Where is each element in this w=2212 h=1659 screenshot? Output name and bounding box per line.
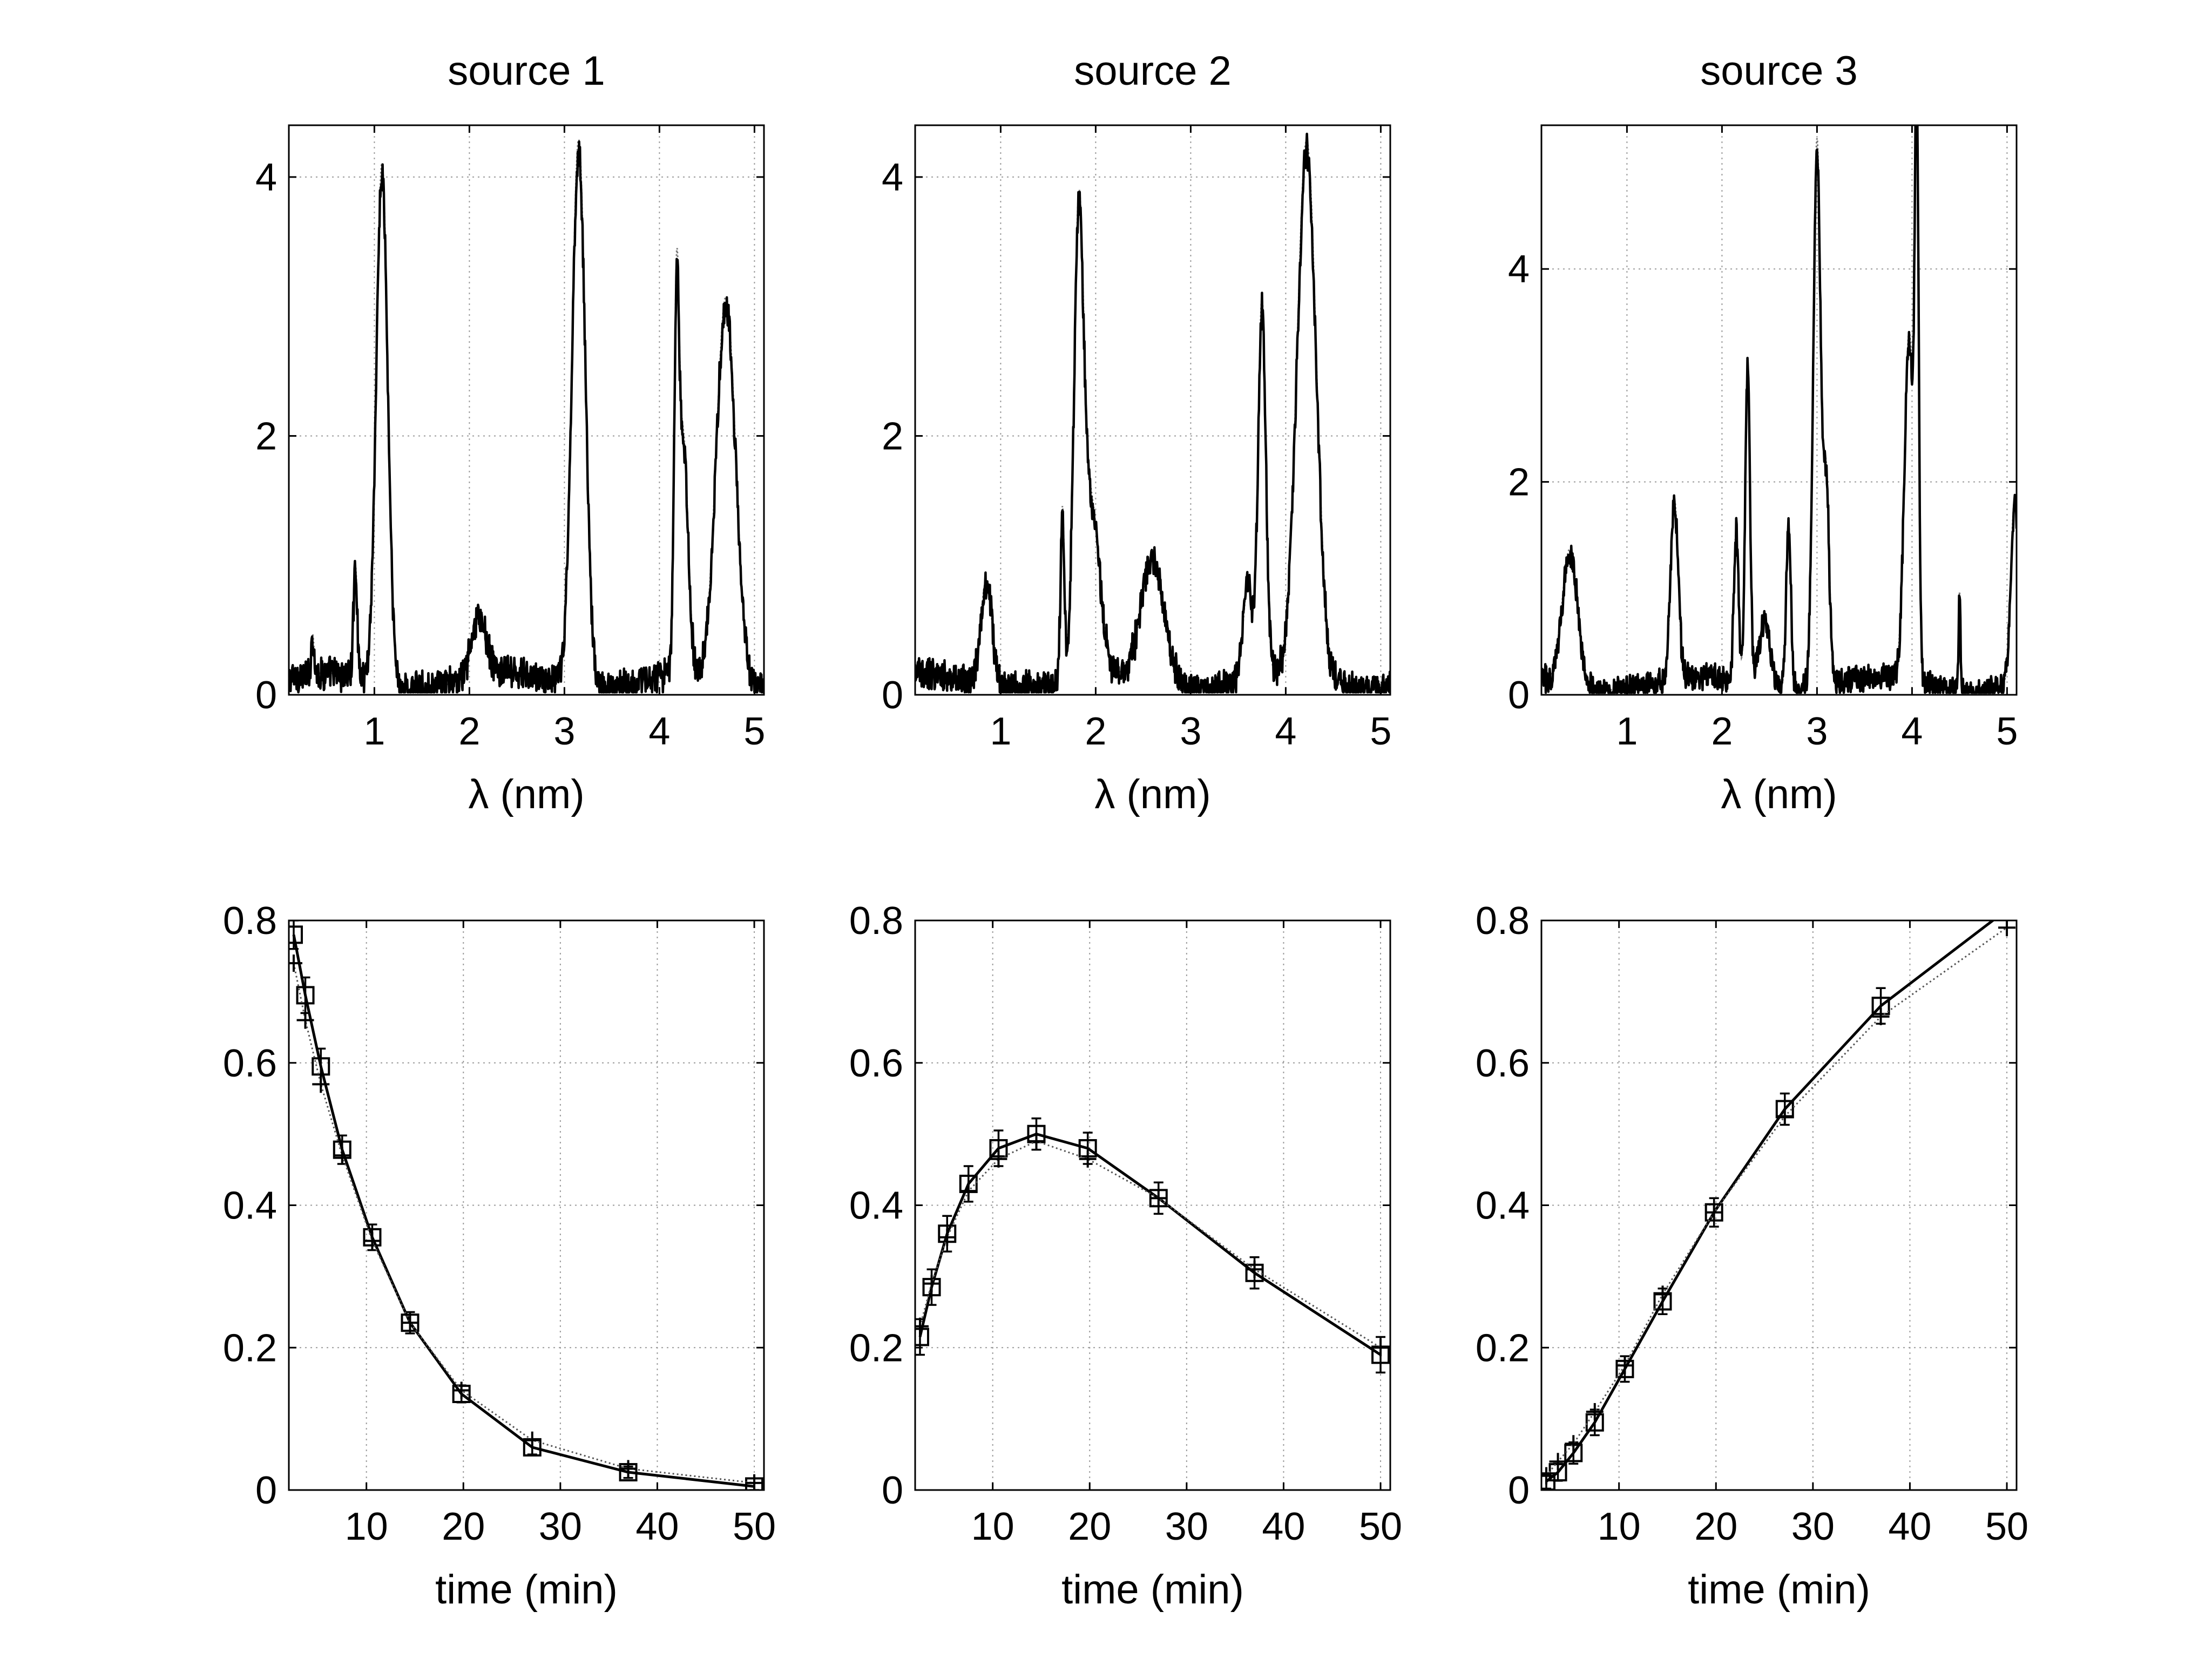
plot-area — [289, 137, 764, 694]
x-tick-label: 10 — [345, 1505, 388, 1548]
estimated-marker — [289, 925, 303, 944]
x-tick-label: 4 — [1275, 710, 1296, 753]
chart-6: 10 20 30 40 50 0 0.2 0.4 0.6 0.8 time (min) — [1476, 899, 2028, 1613]
y-tick-label: 0.4 — [1476, 1184, 1530, 1228]
spectrum-estimated-line — [915, 132, 1390, 694]
x-tick-label: 10 — [1598, 1505, 1641, 1548]
y-tick-label: 0 — [882, 674, 903, 717]
x-tick-label: 4 — [648, 710, 670, 753]
x-tick-label: 5 — [743, 710, 765, 753]
chart-title: source 1 — [448, 48, 605, 94]
x-axis-label: time (min) — [1061, 1567, 1244, 1613]
plot-area — [1541, 920, 2016, 1490]
chart-3: 1 2 3 4 5 0 2 4 source 3 λ (nm) — [1508, 48, 2018, 817]
spectrum-estimated-line — [289, 140, 764, 694]
y-tick-label: 0.2 — [223, 1326, 277, 1370]
x-tick-label: 2 — [1711, 710, 1733, 753]
x-tick-label: 30 — [1791, 1505, 1835, 1548]
x-tick-label: 50 — [733, 1505, 776, 1548]
plot-area — [915, 1117, 1390, 1374]
y-tick-label: 4 — [255, 156, 277, 199]
chart-5: 10 20 30 40 50 0 0.2 0.4 0.6 0.8 time (min) — [849, 899, 1402, 1613]
y-tick-label: 0.6 — [849, 1042, 903, 1085]
y-tick-label: 0.4 — [223, 1184, 277, 1228]
plot-area — [915, 132, 1390, 694]
chart-1: 1 2 3 4 5 0 2 4 source 1 λ (nm) — [255, 48, 765, 817]
x-axis-label: λ (nm) — [1094, 771, 1210, 817]
y-tick-label: 0.2 — [849, 1326, 903, 1370]
x-tick-label: 20 — [442, 1505, 485, 1548]
x-tick-label: 30 — [1165, 1505, 1208, 1548]
estimated-marker — [296, 986, 315, 1005]
x-tick-label: 1 — [363, 710, 385, 753]
y-tick-label: 0.8 — [1476, 899, 1530, 943]
y-tick-label: 0.6 — [1476, 1042, 1530, 1085]
x-axis-label: λ (nm) — [1721, 771, 1837, 817]
x-tick-label: 2 — [1085, 710, 1106, 753]
y-tick-label: 0 — [1508, 674, 1530, 717]
x-tick-label: 30 — [539, 1505, 582, 1548]
x-tick-label: 3 — [1180, 710, 1201, 753]
y-tick-label: 2 — [882, 415, 903, 458]
axes-box — [288, 919, 765, 1491]
axes-box — [914, 124, 1391, 696]
y-tick-label: 4 — [882, 156, 903, 199]
y-tick-label: 0.2 — [1476, 1326, 1530, 1370]
x-tick-label: 3 — [1806, 710, 1828, 753]
y-tick-label: 2 — [255, 415, 277, 458]
true-series-line — [919, 1140, 1381, 1349]
axes-box — [288, 124, 765, 696]
axes-box — [1540, 124, 2018, 696]
x-tick-label: 1 — [990, 710, 1011, 753]
x-tick-label: 4 — [1901, 710, 1923, 753]
x-axis-label: time (min) — [435, 1567, 618, 1613]
chart-title: source 3 — [1700, 48, 1858, 94]
estimated-series-line — [918, 1132, 1382, 1356]
x-tick-label: 20 — [1068, 1505, 1111, 1548]
x-tick-label: 1 — [1616, 710, 1638, 753]
x-tick-label: 5 — [1996, 710, 2018, 753]
x-tick-label: 2 — [458, 710, 480, 753]
estimated-marker — [312, 1057, 330, 1076]
plot-area — [1541, 125, 2017, 694]
axes-box — [914, 919, 1391, 1491]
axes-box — [1540, 919, 2018, 1491]
x-axis-label: λ (nm) — [468, 771, 584, 817]
x-tick-label: 50 — [1359, 1505, 1402, 1548]
chart-4: 10 20 30 40 50 0 0.2 0.4 0.6 0.8 time (min) — [223, 899, 776, 1613]
true-series-line — [1545, 926, 2007, 1477]
y-tick-label: 0.8 — [849, 899, 903, 943]
x-tick-label: 50 — [1985, 1505, 2028, 1548]
y-tick-label: 0.4 — [849, 1184, 903, 1228]
x-tick-label: 10 — [971, 1505, 1014, 1548]
y-tick-label: 4 — [1508, 248, 1530, 291]
chart-2: 1 2 3 4 5 0 2 4 source 2 λ (nm) — [882, 48, 1391, 817]
x-axis-label: time (min) — [1688, 1567, 1870, 1613]
true-series-line — [293, 963, 755, 1484]
spectrum-estimated-line — [1541, 125, 2017, 694]
plot-area — [289, 920, 764, 1490]
x-tick-label: 40 — [635, 1505, 679, 1548]
y-tick-label: 0.6 — [223, 1042, 277, 1085]
x-tick-label: 40 — [1888, 1505, 1931, 1548]
y-tick-label: 0.8 — [223, 899, 277, 943]
estimated-series-line — [292, 934, 755, 1488]
y-tick-label: 2 — [1508, 461, 1530, 504]
x-tick-label: 5 — [1370, 710, 1391, 753]
x-tick-label: 20 — [1694, 1505, 1737, 1548]
y-tick-label: 0 — [255, 674, 277, 717]
x-tick-label: 40 — [1262, 1505, 1305, 1548]
chart-title: source 2 — [1074, 48, 1232, 94]
y-tick-label: 0 — [882, 1469, 903, 1512]
y-tick-label: 0 — [255, 1469, 277, 1512]
y-tick-label: 0 — [1508, 1469, 1530, 1512]
x-tick-label: 3 — [553, 710, 575, 753]
